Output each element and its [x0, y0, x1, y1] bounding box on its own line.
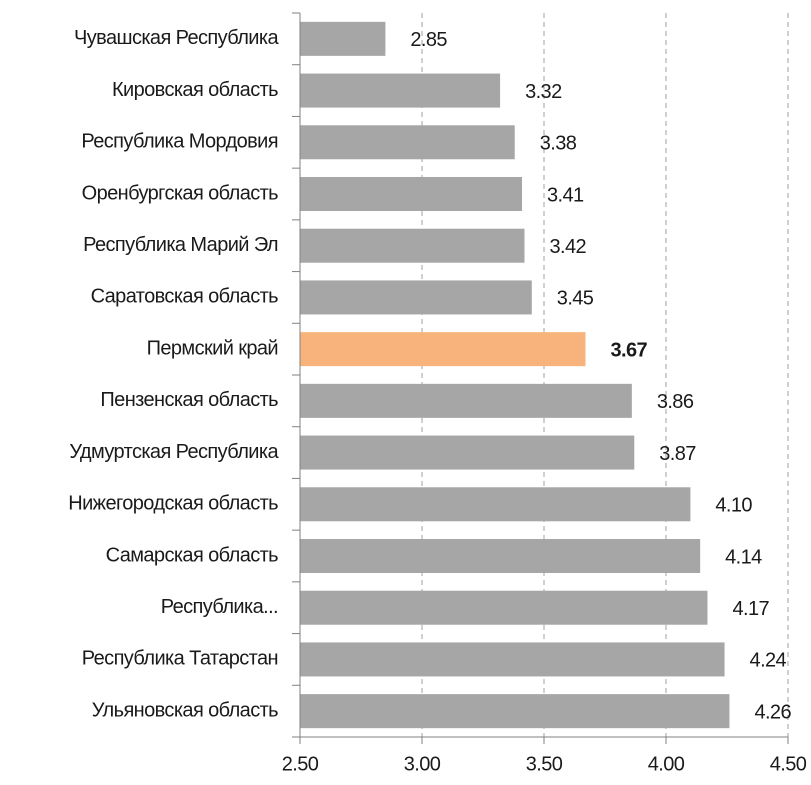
category-label: Пермский край — [147, 337, 278, 359]
value-label: 2.85 — [410, 29, 447, 51]
category-label: Пензенская область — [100, 389, 278, 411]
bar — [300, 539, 701, 573]
value-label: 4.24 — [750, 650, 787, 672]
category-label: Республика... — [161, 596, 278, 618]
bar — [300, 332, 586, 367]
category-label: Оренбургская область — [82, 182, 279, 204]
value-label: 3.45 — [557, 288, 594, 310]
bar — [300, 694, 730, 729]
x-tick-label: 3.00 — [404, 753, 441, 775]
bar — [300, 435, 635, 470]
x-tick-label: 3.50 — [526, 753, 563, 775]
category-label: Чувашская Республика — [74, 27, 279, 49]
bar — [300, 125, 515, 160]
value-label: 3.42 — [549, 236, 586, 258]
category-label: Республика Мордовия — [81, 131, 278, 153]
value-label: 3.41 — [547, 184, 584, 206]
category-label: Ульяновская область — [92, 699, 278, 721]
bar — [300, 590, 708, 625]
bar — [300, 487, 691, 522]
bar — [300, 642, 725, 677]
value-label: 3.32 — [525, 81, 562, 103]
bar — [300, 383, 632, 418]
value-label: 3.87 — [659, 443, 696, 465]
bar — [300, 21, 386, 56]
value-label: 4.26 — [754, 701, 791, 723]
bar — [300, 280, 532, 315]
category-label: Нижегородская область — [68, 493, 278, 515]
value-label: 3.86 — [657, 391, 694, 413]
bar — [300, 177, 523, 211]
category-label: Удмуртская Республика — [69, 441, 279, 463]
value-label: 3.38 — [540, 133, 577, 155]
value-label: 4.10 — [715, 495, 752, 517]
category-label: Республика Марий Эл — [83, 234, 278, 256]
bar — [300, 73, 501, 108]
bar — [300, 228, 525, 263]
value-label: 4.17 — [732, 598, 769, 620]
category-label: Саратовская область — [91, 286, 279, 308]
x-tick-label: 2.50 — [282, 753, 319, 775]
value-label: 3.67 — [610, 339, 647, 361]
x-tick-label: 4.00 — [648, 753, 685, 775]
x-tick-label: 4.50 — [770, 753, 807, 775]
category-label: Республика Татарстан — [82, 648, 278, 670]
value-label: 4.14 — [725, 546, 762, 568]
category-label: Кировская область — [112, 79, 278, 101]
category-label: Самарская область — [106, 544, 279, 566]
